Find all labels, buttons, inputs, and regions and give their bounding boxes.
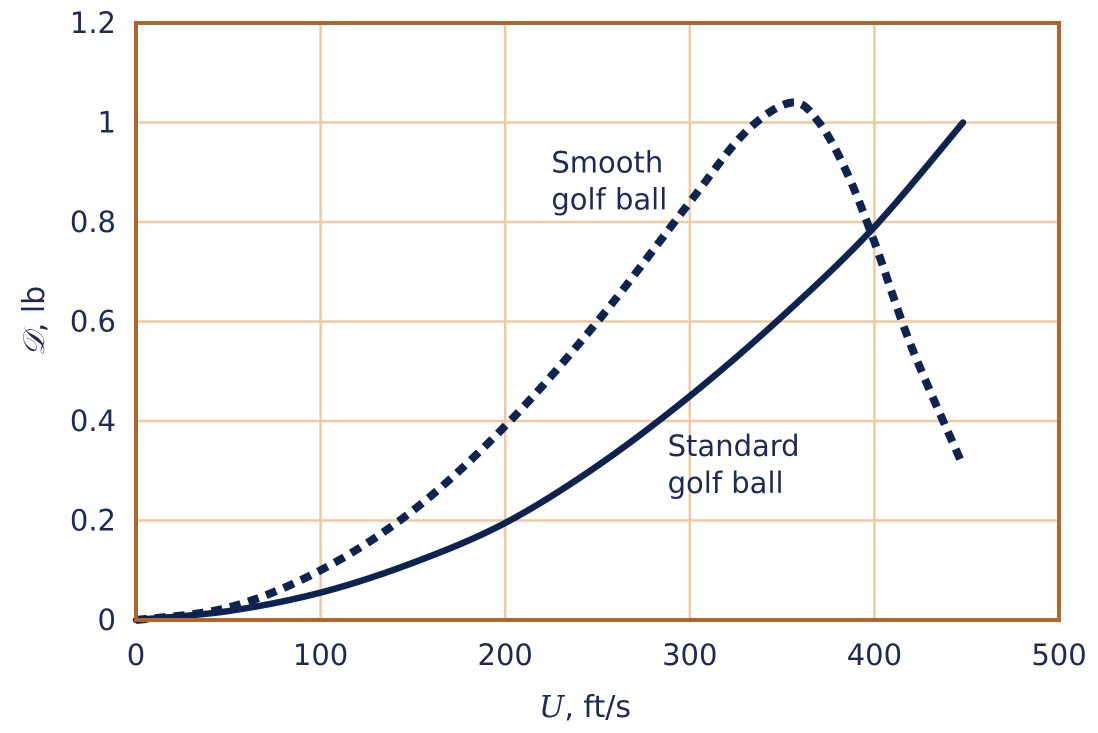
x-axis-unit: , ft/s: [564, 690, 631, 725]
annotation-line: Smooth: [551, 145, 663, 179]
annotation-label: Smooth golf ball: [551, 145, 667, 216]
x-tick-label: 200: [478, 638, 533, 672]
series-line-standard-golf-ball: [132, 119, 967, 624]
annotation-line: golf ball: [551, 182, 667, 216]
y-tick-label: 0.8: [70, 205, 116, 239]
annotation-line: golf ball: [668, 466, 784, 500]
y-tick-label: 0.2: [70, 504, 116, 538]
tick-labels: 0 100 200 300 400 500 0 0.2 0.4 0.6 0.8 1 1.2: [70, 6, 1087, 672]
x-axis-symbol: U: [539, 690, 566, 725]
x-tick-label: 500: [1031, 638, 1086, 672]
y-tick-label: 0.4: [70, 404, 116, 438]
series-layer: [132, 98, 967, 624]
plot-frame: [134, 21, 1061, 622]
grid-layer: [134, 21, 1061, 622]
y-axis-unit: , lb: [17, 286, 52, 332]
x-tick-label: 0: [127, 638, 145, 672]
x-axis-title: U, ft/s: [539, 690, 631, 725]
y-tick-label: 1.2: [70, 6, 116, 40]
x-tick-label: 400: [847, 638, 902, 672]
y-tick-label: 0: [98, 603, 116, 637]
series-line-smooth-golf-ball: [135, 98, 967, 624]
x-tick-label: 100: [293, 638, 348, 672]
y-tick-label: 0.6: [70, 305, 116, 339]
x-tick-label: 300: [662, 638, 717, 672]
y-tick-label: 1: [98, 106, 116, 140]
annotation-line: Standard: [668, 429, 800, 463]
annotation-label: Standard golf ball: [668, 429, 800, 500]
y-axis-title: 𝒟, lb: [17, 286, 52, 356]
